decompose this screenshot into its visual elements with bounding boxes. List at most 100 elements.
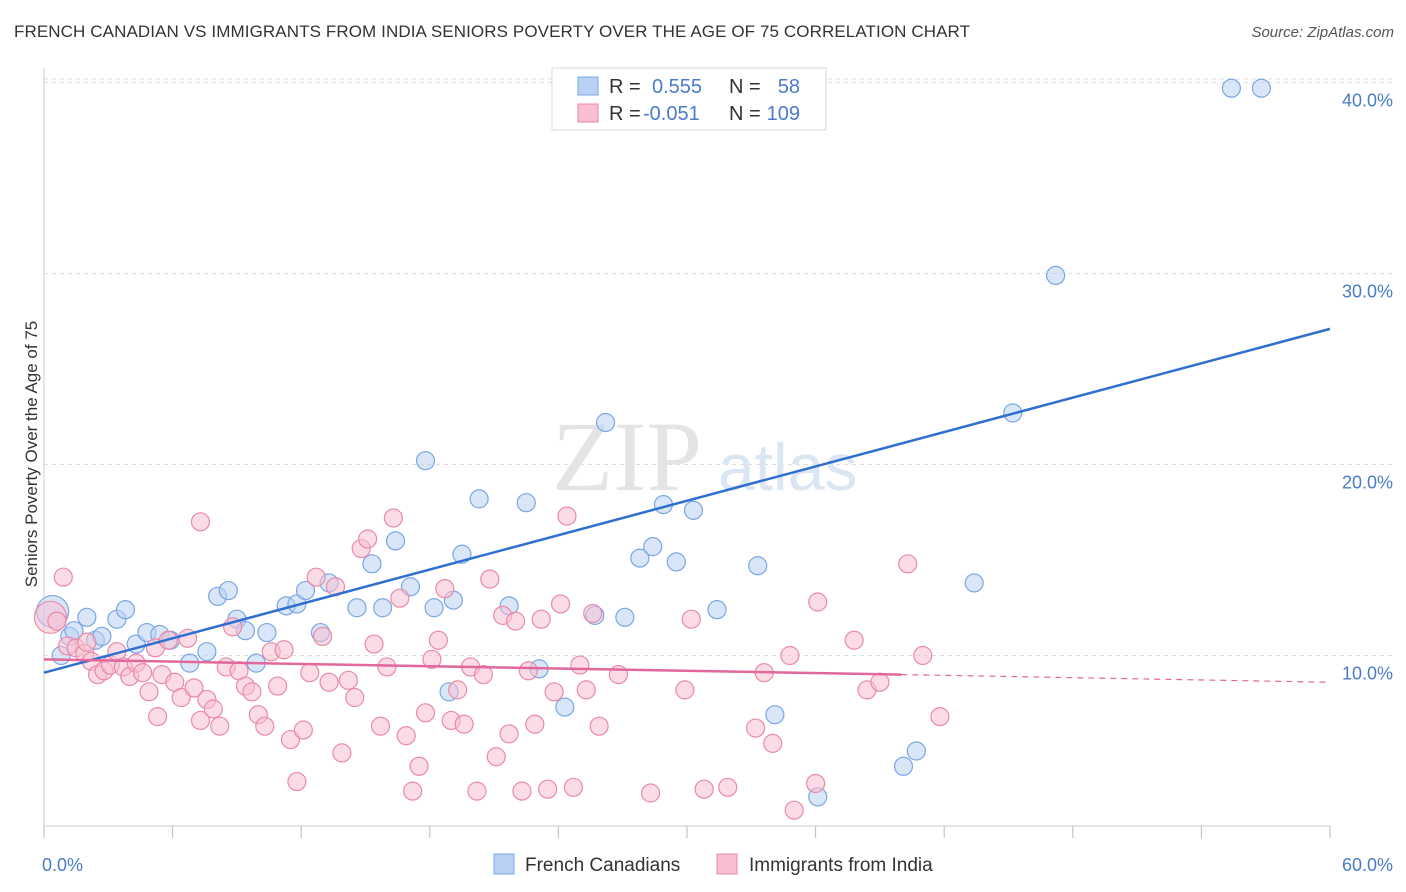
point-india-31 — [242, 682, 262, 702]
watermark-zip: ZIP — [552, 401, 702, 512]
point-india-23 — [190, 710, 211, 731]
point-india-86 — [640, 783, 661, 803]
point-french-57 — [1046, 265, 1066, 286]
point-french-58 — [1221, 78, 1242, 98]
point-french-44 — [630, 548, 650, 568]
point-india-63 — [448, 680, 468, 700]
point-india-38 — [287, 771, 307, 792]
point-india-20 — [171, 687, 191, 708]
point-india-26 — [210, 716, 230, 736]
point-french-36 — [469, 489, 489, 509]
watermark: ZIP atlas — [552, 401, 857, 512]
trend-line-french — [43, 327, 1331, 674]
point-french-45 — [643, 537, 663, 557]
point-french-28 — [373, 598, 393, 618]
series-legend-swatch-french — [493, 853, 515, 875]
point-india-36 — [274, 640, 294, 660]
point-french-53 — [893, 756, 914, 776]
watermark-atlas: atlas — [718, 430, 857, 504]
point-india-93 — [844, 630, 864, 650]
source-label: Source: ZipAtlas.com — [1251, 24, 1394, 41]
legend-n-label-2: N = — [729, 103, 761, 125]
point-india-104 — [784, 800, 804, 820]
point-india-42 — [313, 626, 333, 647]
legend-r-value-1: 0.555 — [652, 76, 702, 98]
y-tick-label-40: 40.0% — [1342, 91, 1393, 111]
point-india-78 — [544, 682, 564, 702]
point-india-15 — [139, 682, 159, 702]
point-india-106 — [870, 672, 890, 692]
point-india-79 — [550, 594, 571, 614]
point-india-92 — [808, 592, 828, 612]
legend-n-label-1: N = — [729, 76, 761, 98]
point-india-45 — [332, 743, 352, 763]
legend-swatch-india — [577, 103, 599, 123]
point-india-51 — [370, 716, 391, 736]
point-india-2 — [53, 567, 73, 587]
point-india-22 — [184, 678, 204, 698]
trend-lines — [43, 327, 1331, 683]
point-french-8 — [115, 600, 136, 620]
point-india-67 — [473, 664, 493, 685]
point-india-56 — [403, 781, 423, 801]
point-india-69 — [486, 747, 506, 767]
point-india-57 — [409, 756, 429, 776]
legend-r-label-2: R = — [609, 103, 641, 125]
point-india-96 — [913, 645, 933, 666]
point-india-89 — [745, 718, 766, 738]
point-india-40 — [300, 663, 320, 683]
point-india-103 — [694, 779, 714, 799]
point-india-83 — [576, 680, 596, 700]
point-india-82 — [570, 655, 590, 675]
point-india-54 — [390, 588, 410, 608]
point-india-105 — [805, 773, 826, 794]
point-india-98 — [190, 512, 211, 532]
point-india-37 — [280, 729, 301, 750]
point-french-59 — [1251, 78, 1272, 98]
point-india-107 — [930, 707, 950, 727]
point-french-4 — [77, 607, 97, 627]
point-india-71 — [499, 724, 519, 744]
chart-title: FRENCH CANADIAN VS IMMIGRANTS FROM INDIA… — [14, 22, 971, 41]
y-tick-label-30: 30.0% — [1342, 282, 1393, 302]
series-legend-label-india: Immigrants from India — [749, 855, 933, 876]
point-india-66 — [467, 781, 487, 801]
point-india-41 — [306, 567, 326, 587]
point-french-55 — [964, 573, 984, 593]
series-legend: French Canadians Immigrants from India — [493, 853, 933, 876]
point-india-55 — [396, 726, 416, 746]
point-india-68 — [480, 569, 500, 589]
point-french-54 — [906, 741, 926, 761]
point-india-25 — [203, 699, 223, 719]
point-india-75 — [525, 714, 545, 734]
point-french-16 — [218, 580, 238, 601]
point-india-35 — [268, 676, 288, 696]
point-india-99 — [718, 777, 738, 797]
point-india-49 — [358, 529, 378, 549]
point-french-38 — [516, 493, 536, 513]
point-french-49 — [707, 600, 727, 620]
point-india-61 — [435, 579, 455, 599]
point-french-29 — [385, 531, 406, 551]
point-india-74 — [518, 661, 538, 681]
point-india-72 — [505, 611, 526, 631]
stats-legend: R = 0.555 N = 58 R = -0.051 N = 109 — [551, 67, 827, 131]
point-india-53 — [383, 508, 403, 528]
y-tick-label-20: 20.0% — [1342, 473, 1393, 493]
legend-n-value-2: 109 — [767, 103, 800, 125]
point-india-84 — [583, 603, 603, 624]
point-french-32 — [424, 598, 444, 618]
point-french-23 — [295, 580, 316, 601]
point-french-43 — [615, 607, 635, 627]
point-india-90 — [763, 733, 783, 753]
grid-lines — [44, 78, 1396, 656]
point-india-101 — [147, 707, 168, 727]
tick-marks — [43, 826, 1331, 838]
series-legend-label-french: French Canadians — [525, 855, 680, 876]
point-india-87 — [675, 680, 695, 700]
y-tick-label-10: 10.0% — [1342, 664, 1393, 684]
point-india-1 — [47, 611, 67, 631]
point-india-100 — [77, 632, 97, 652]
point-india-33 — [255, 716, 275, 736]
